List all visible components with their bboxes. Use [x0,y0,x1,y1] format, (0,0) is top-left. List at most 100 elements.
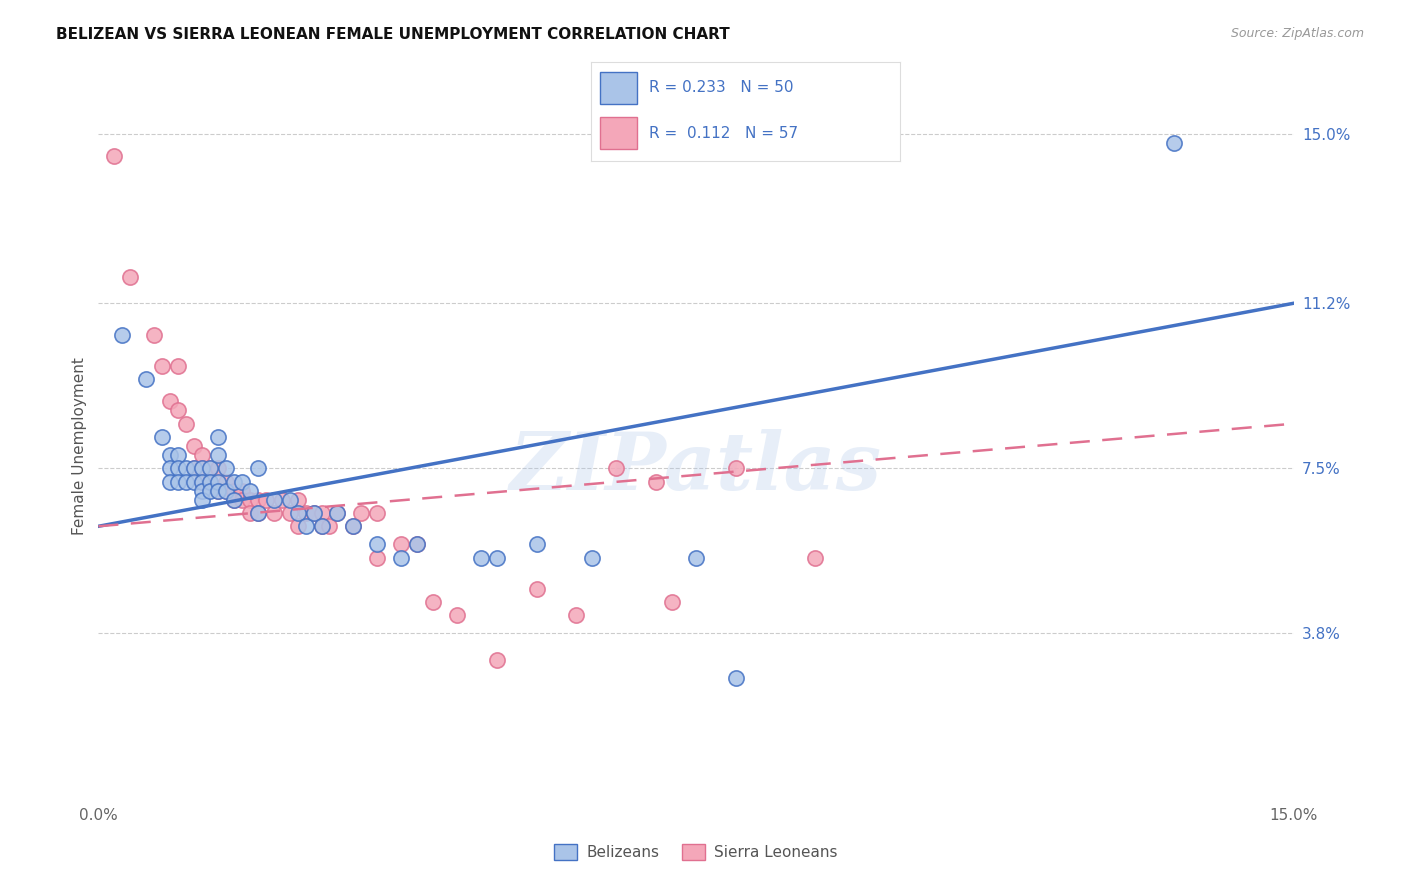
Point [150,359,173,373]
Point [366,506,388,520]
Point [526,537,548,551]
Point [278,492,301,507]
Text: Source: ZipAtlas.com: Source: ZipAtlas.com [1230,27,1364,40]
Point [159,461,181,475]
Point [183,475,205,489]
Point [366,550,388,565]
Point [198,475,221,489]
Point [294,506,316,520]
Point [191,492,214,507]
Text: R =  0.112   N = 57: R = 0.112 N = 57 [650,126,799,141]
Point [103,149,125,163]
Point [167,403,190,417]
Point [565,608,588,623]
Point [263,492,285,507]
Point [207,483,229,498]
Point [135,15,157,29]
Point [278,506,301,520]
Point [422,595,444,609]
Point [239,506,262,520]
Point [174,461,197,475]
Point [302,506,325,520]
Point [311,519,333,533]
Point [222,483,245,498]
Point [215,483,238,498]
Point [526,582,548,596]
Text: BELIZEAN VS SIERRA LEONEAN FEMALE UNEMPLOYMENT CORRELATION CHART: BELIZEAN VS SIERRA LEONEAN FEMALE UNEMPL… [56,27,730,42]
Point [150,430,173,444]
Point [287,506,309,520]
Point [198,483,221,498]
Point [350,506,373,520]
Point [191,461,214,475]
Point [239,483,262,498]
Point [207,461,229,475]
Point [661,595,683,609]
Point [342,519,364,533]
Point [685,550,707,565]
Point [406,537,429,551]
Point [231,475,253,489]
Point [167,359,190,373]
Point [183,461,205,475]
Point [342,519,364,533]
Point [645,475,668,489]
Point [159,448,181,462]
Point [254,492,277,507]
Point [111,327,134,342]
Point [222,475,245,489]
Point [174,475,197,489]
Point [191,483,214,498]
Point [183,461,205,475]
Point [246,506,269,520]
Point [302,506,325,520]
Bar [600,118,637,149]
Point [270,492,292,507]
Point [120,269,142,284]
Point [311,506,333,520]
Point [174,417,197,431]
Point [485,550,508,565]
Point [191,461,214,475]
Point [207,483,229,498]
Point [215,475,238,489]
Point [207,430,229,444]
Point [294,519,316,533]
Point [167,448,190,462]
Point [167,475,190,489]
Point [191,448,214,462]
Point [183,439,205,453]
Point [287,519,309,533]
Point [222,492,245,507]
Point [485,653,508,667]
Point [581,550,603,565]
Bar [600,72,637,103]
Point [222,492,245,507]
Point [326,506,349,520]
Point [446,608,468,623]
Point [287,492,309,507]
Point [804,550,827,565]
Point [724,671,747,685]
Point [246,506,269,520]
Point [135,372,157,386]
Point [239,492,262,507]
Legend: Belizeans, Sierra Leoneans: Belizeans, Sierra Leoneans [548,838,844,866]
Point [406,537,429,551]
Point [167,461,190,475]
Y-axis label: Female Unemployment: Female Unemployment [72,357,87,535]
Point [143,327,166,342]
Point [198,461,221,475]
Point [263,506,285,520]
Point [191,475,214,489]
Point [198,461,221,475]
Point [231,483,253,498]
Point [231,492,253,507]
Point [215,483,238,498]
Point [207,475,229,489]
Point [366,537,388,551]
Point [470,550,492,565]
Point [198,475,221,489]
Point [724,461,747,475]
Point [207,448,229,462]
